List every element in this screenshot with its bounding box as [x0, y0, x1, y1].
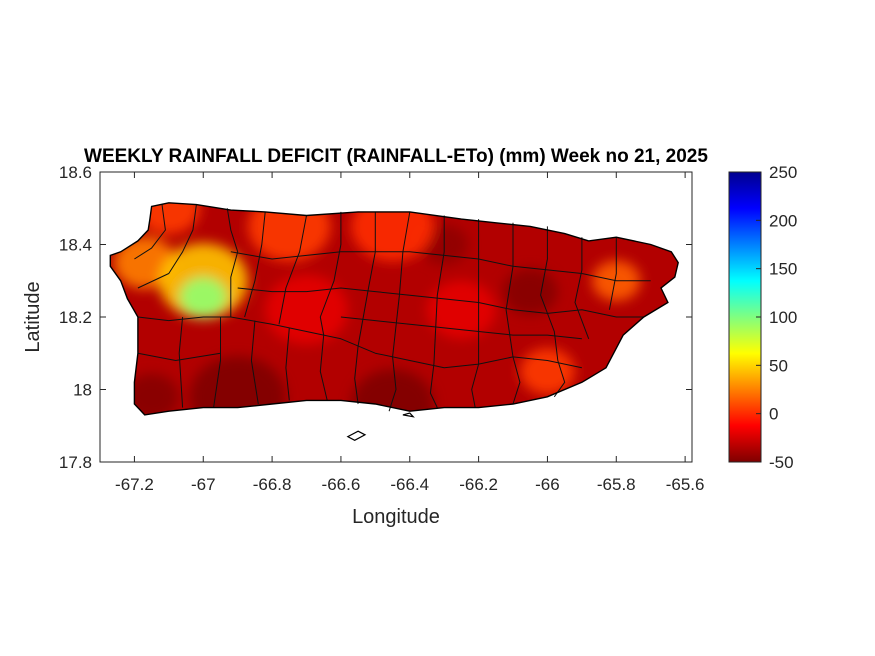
municipal-boundary: [505, 222, 514, 357]
municipal-boundary: [213, 317, 221, 408]
municipal-boundary: [285, 327, 290, 401]
municipal-boundary: [237, 287, 644, 318]
y-tick-label: 18: [73, 381, 92, 400]
municipal-boundary: [319, 335, 328, 401]
y-axis-ticks: 17.8 18 18.2 18.4 18.6: [59, 163, 692, 472]
colorbar-ticks: -50 0 50 100 150 200 250: [756, 163, 797, 472]
y-tick-label: 18.4: [59, 236, 92, 255]
colorbar: [728, 171, 762, 463]
colorbar-tick-label: 200: [769, 211, 797, 230]
field-zone: [265, 275, 348, 345]
colorbar-tick-label: -50: [769, 453, 794, 472]
small-island: [402, 412, 415, 418]
municipal-boundary: [608, 237, 617, 310]
field-zone: [189, 356, 286, 415]
x-axis-ticks: -67.2 -67 -66.8 -66.6 -66.4 -66.2 -66 -65.8 -65.…: [115, 172, 704, 494]
municipal-boundary: [574, 237, 590, 339]
municipal-boundary: [471, 363, 480, 408]
x-tick-label: -65.8: [597, 475, 636, 494]
municipal-boundary: [392, 211, 411, 357]
x-tick-label: -67.2: [115, 475, 154, 494]
x-tick-label: -66.6: [322, 475, 361, 494]
colorbar-tick-label: 50: [769, 356, 788, 375]
small-island: [346, 430, 367, 441]
municipal-boundary: [340, 316, 582, 340]
x-tick-label: -66.2: [459, 475, 498, 494]
municipal-boundary: [230, 251, 651, 282]
municipal-boundary: [319, 211, 342, 336]
municipal-boundary: [244, 211, 266, 318]
colorbar-tick-label: 150: [769, 260, 797, 279]
y-tick-label: 17.8: [59, 453, 92, 472]
small-islands: [346, 412, 415, 441]
x-tick-label: -66.4: [390, 475, 429, 494]
municipal-boundary: [429, 364, 438, 408]
x-tick-label: -65.6: [666, 475, 705, 494]
colorbar-tick-label: 100: [769, 308, 797, 327]
field-zone: [519, 348, 575, 395]
municipal-boundary: [250, 320, 259, 405]
municipal-boundary: [433, 215, 445, 365]
x-tick-label: -66.8: [253, 475, 292, 494]
field-zone: [351, 369, 434, 415]
municipal-boundary: [354, 345, 359, 405]
municipal-boundary: [388, 356, 397, 412]
municipal-boundary: [137, 352, 221, 361]
municipal-boundary: [226, 208, 239, 317]
field-zone: [502, 268, 558, 315]
municipal-boundary: [540, 226, 559, 361]
x-tick-label: -66: [535, 475, 560, 494]
municipal-boundary: [278, 215, 307, 325]
municipal-boundary: [178, 316, 184, 408]
x-tick-label: -67: [191, 475, 216, 494]
municipal-boundary: [137, 204, 197, 289]
municipal-boundary: [134, 204, 166, 260]
field-zone: [137, 202, 200, 235]
field-zone: [179, 276, 228, 318]
x-axis-label: Longitude: [352, 506, 440, 528]
y-axis-label: Latitude: [22, 281, 44, 352]
colorbar-tick-label: 0: [769, 405, 778, 424]
y-tick-label: 18.2: [59, 308, 92, 327]
chart-title: WEEKLY RAINFALL DEFICIT (RAINFALL-ETo) (…: [84, 146, 708, 167]
municipal-boundary: [357, 211, 376, 347]
colorbar-tick-label: 250: [769, 163, 797, 182]
municipal-boundary: [512, 356, 521, 405]
island-coastline: [109, 202, 679, 416]
municipal-boundaries: [134, 204, 651, 412]
y-tick-label: 18.6: [59, 163, 92, 182]
